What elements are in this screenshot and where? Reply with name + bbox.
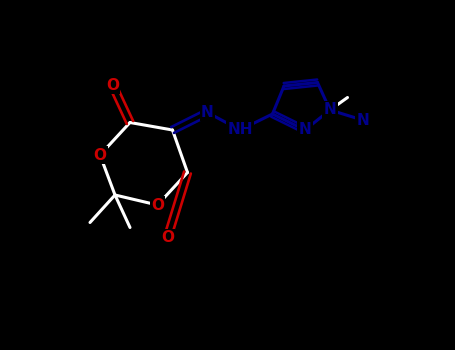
Text: N: N: [298, 122, 311, 138]
Text: N: N: [201, 105, 214, 120]
Text: O: O: [106, 77, 119, 92]
Text: N: N: [356, 112, 369, 127]
Text: O: O: [161, 230, 174, 245]
Text: N: N: [324, 103, 336, 118]
Text: O: O: [93, 147, 106, 162]
Text: O: O: [151, 197, 164, 212]
Text: NH: NH: [227, 122, 253, 138]
